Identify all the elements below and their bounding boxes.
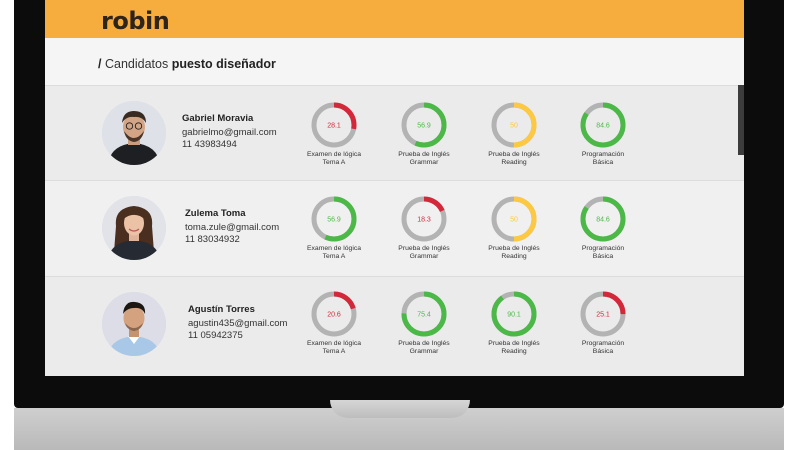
gauge-value: 84.6 <box>596 217 610 224</box>
test-label: Prueba de Inglés Reading <box>488 245 540 260</box>
gauge-value: 75.4 <box>417 312 431 319</box>
gauge-value: 56.9 <box>417 123 431 130</box>
breadcrumb-current: puesto diseñador <box>171 57 276 71</box>
test-label: Examen de lógica Tema A <box>306 245 362 260</box>
test-label: Programación Básica <box>581 245 625 260</box>
score-logic[interactable]: 56.9 Examen de lógica Tema A <box>294 195 374 261</box>
gauge-arc <box>580 102 626 148</box>
candidate-name[interactable]: Gabriel Moravia <box>182 113 254 124</box>
gauge-value: 90.1 <box>507 312 521 319</box>
gauge-value: 50 <box>510 217 518 224</box>
breadcrumb-section[interactable]: Candidatos <box>104 57 169 71</box>
test-label: Prueba de Inglés Reading <box>488 151 540 166</box>
gauge-value: 18.3 <box>417 217 431 224</box>
app-screen: robin / Candidatos puesto diseñador Gabr… <box>45 0 744 376</box>
test-label: Prueba de Inglés Reading <box>488 340 540 355</box>
gauge-arc <box>580 196 626 242</box>
gauge-arc <box>401 291 447 337</box>
gauge-arc <box>401 196 447 242</box>
breadcrumb: / Candidatos puesto diseñador <box>45 38 744 85</box>
avatar <box>102 292 166 356</box>
test-label: Examen de lógica Tema A <box>306 151 362 166</box>
gauge-arc <box>311 291 357 337</box>
gauge-value: 20.6 <box>327 312 341 319</box>
test-label: Programación Básica <box>581 151 625 166</box>
scrollbar[interactable] <box>738 85 744 155</box>
gauge-value: 84.6 <box>596 123 610 130</box>
candidate-name[interactable]: Zulema Toma <box>185 208 246 219</box>
gauge-value: 25.1 <box>596 312 610 319</box>
gauge-value: 28.1 <box>327 123 341 130</box>
candidate-info: Agustín Torres agustin435@gmail.com 11 0… <box>188 304 287 342</box>
score-grammar[interactable]: 18.3 Prueba de Inglés Grammar <box>384 195 464 261</box>
score-grammar[interactable]: 75.4 Prueba de Inglés Grammar <box>384 290 464 356</box>
score-reading[interactable]: 90.1 Prueba de Inglés Reading <box>474 290 554 356</box>
candidate-row[interactable]: Agustín Torres agustin435@gmail.com 11 0… <box>45 276 744 376</box>
gauge-value: 56.9 <box>327 217 341 224</box>
breadcrumb-text: / Candidatos puesto diseñador <box>98 57 276 71</box>
score-reading[interactable]: 50 Prueba de Inglés Reading <box>474 101 554 167</box>
test-label: Prueba de Inglés Grammar <box>398 340 450 355</box>
avatar <box>102 101 166 165</box>
candidate-row[interactable]: Gabriel Moravia gabrielmo@gmail.com 11 4… <box>45 85 744 181</box>
score-logic[interactable]: 28.1 Examen de lógica Tema A <box>294 101 374 167</box>
score-programming[interactable]: 84.6 Programación Básica <box>563 195 643 261</box>
test-label: Prueba de Inglés Grammar <box>398 245 450 260</box>
test-label: Examen de lógica Tema A <box>306 340 362 355</box>
gauge-arc <box>311 102 357 148</box>
candidate-phone: 11 83034932 <box>185 234 240 245</box>
gauge-arc <box>311 196 357 242</box>
robin-logo[interactable]: robin <box>101 7 170 35</box>
score-logic[interactable]: 20.6 Examen de lógica Tema A <box>294 290 374 356</box>
gauge-arc <box>580 291 626 337</box>
gauge-arc <box>491 102 537 148</box>
gauge-arc <box>491 196 537 242</box>
candidate-name[interactable]: Agustín Torres <box>188 304 255 315</box>
candidate-email: gabrielmo@gmail.com <box>182 127 277 138</box>
breadcrumb-separator: / <box>98 57 102 71</box>
candidate-phone: 11 43983494 <box>182 139 237 150</box>
score-grammar[interactable]: 56.9 Prueba de Inglés Grammar <box>384 101 464 167</box>
candidate-info: Gabriel Moravia gabrielmo@gmail.com 11 4… <box>182 113 277 151</box>
test-label: Prueba de Inglés Grammar <box>398 151 450 166</box>
candidate-info: Zulema Toma toma.zule@gmail.com 11 83034… <box>185 208 279 246</box>
candidate-email: agustin435@gmail.com <box>188 318 288 329</box>
gauge-arc <box>491 291 537 337</box>
gauge-value: 50 <box>510 123 518 130</box>
score-reading[interactable]: 50 Prueba de Inglés Reading <box>474 195 554 261</box>
avatar <box>102 196 166 260</box>
top-bar: robin <box>45 0 744 38</box>
monitor-stand-neck <box>330 400 470 418</box>
candidate-row[interactable]: Zulema Toma toma.zule@gmail.com 11 83034… <box>45 180 744 276</box>
test-label: Programación Básica <box>581 340 625 355</box>
candidate-phone: 11 05942375 <box>188 330 243 341</box>
candidate-email: toma.zule@gmail.com <box>185 222 280 233</box>
score-programming[interactable]: 25.1 Programación Básica <box>563 290 643 356</box>
score-programming[interactable]: 84.6 Programación Básica <box>563 101 643 167</box>
gauge-arc <box>401 102 447 148</box>
